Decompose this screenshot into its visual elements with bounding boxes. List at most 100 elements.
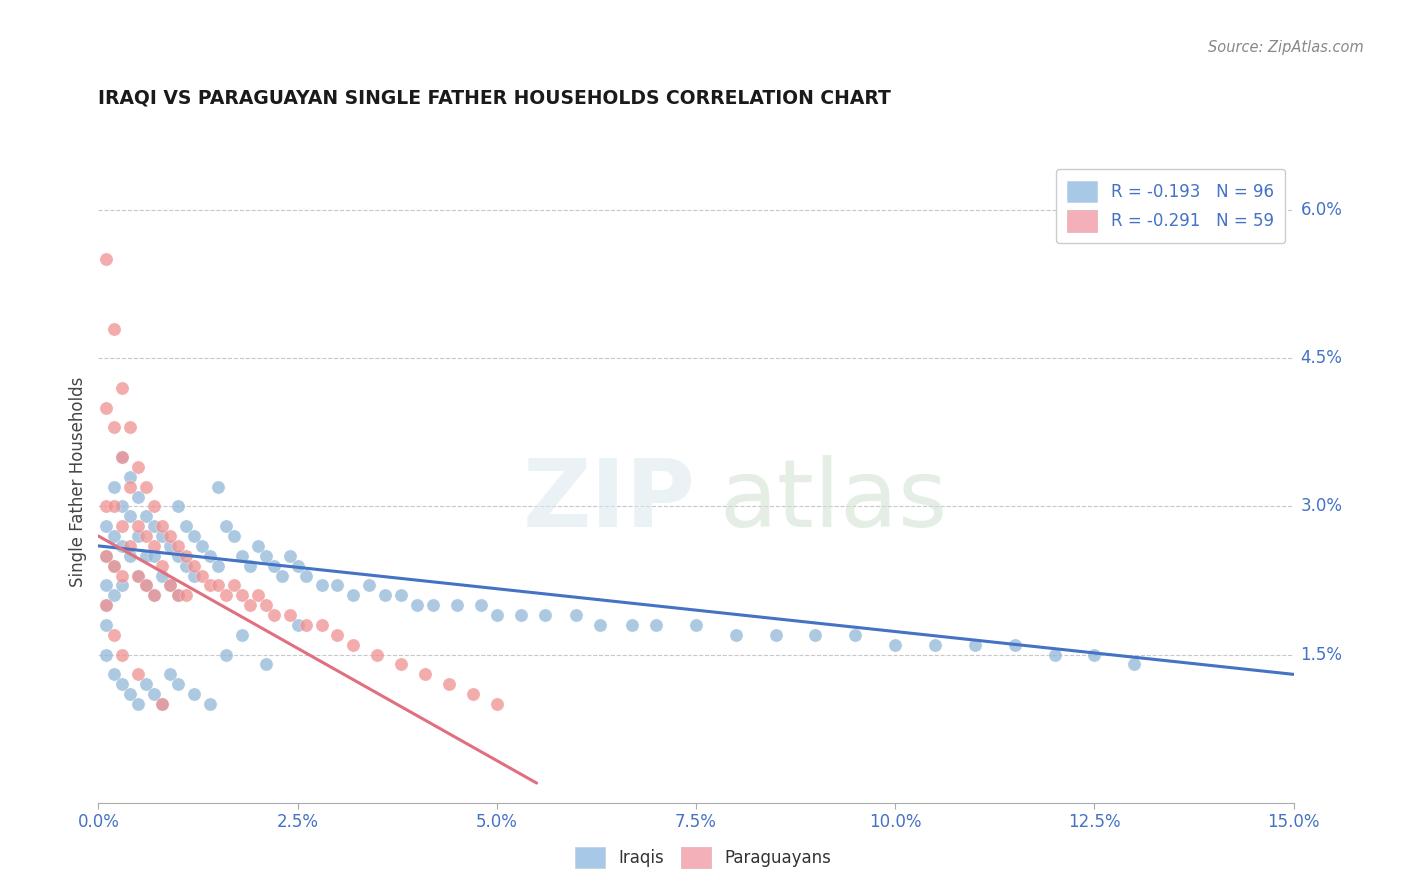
Point bbox=[111, 568, 134, 582]
Point bbox=[159, 529, 181, 543]
Point bbox=[844, 628, 866, 642]
Point bbox=[103, 558, 125, 573]
Point bbox=[120, 420, 142, 434]
Point bbox=[143, 539, 166, 553]
Point bbox=[231, 588, 253, 602]
Point bbox=[159, 578, 181, 592]
Point bbox=[406, 598, 429, 612]
Point bbox=[422, 598, 444, 612]
Point bbox=[120, 539, 142, 553]
Point bbox=[222, 529, 245, 543]
Point bbox=[254, 549, 277, 563]
Point bbox=[127, 490, 149, 504]
Point bbox=[287, 618, 309, 632]
Point bbox=[413, 667, 436, 681]
Point bbox=[103, 588, 125, 602]
Point bbox=[246, 588, 269, 602]
Point bbox=[135, 677, 157, 691]
Point bbox=[111, 500, 134, 514]
Point bbox=[135, 480, 157, 494]
Point bbox=[389, 657, 412, 672]
Point bbox=[96, 598, 118, 612]
Point bbox=[111, 381, 134, 395]
Point bbox=[231, 628, 253, 642]
Point bbox=[111, 539, 134, 553]
Point bbox=[111, 519, 134, 533]
Point bbox=[287, 558, 309, 573]
Point bbox=[159, 667, 181, 681]
Point bbox=[278, 608, 301, 623]
Point bbox=[150, 568, 173, 582]
Point bbox=[127, 529, 149, 543]
Point bbox=[127, 667, 149, 681]
Point bbox=[198, 549, 221, 563]
Point bbox=[222, 578, 245, 592]
Point bbox=[150, 558, 173, 573]
Text: 4.5%: 4.5% bbox=[1301, 349, 1343, 368]
Point bbox=[159, 539, 181, 553]
Point bbox=[111, 648, 134, 662]
Point bbox=[127, 459, 149, 474]
Point bbox=[765, 628, 787, 642]
Point bbox=[127, 697, 149, 711]
Point bbox=[120, 480, 142, 494]
Point bbox=[366, 648, 388, 662]
Point bbox=[111, 450, 134, 464]
Point bbox=[246, 539, 269, 553]
Point bbox=[565, 608, 588, 623]
Point bbox=[804, 628, 827, 642]
Point bbox=[96, 598, 118, 612]
Point bbox=[254, 657, 277, 672]
Point bbox=[509, 608, 531, 623]
Point bbox=[167, 588, 190, 602]
Point bbox=[326, 578, 349, 592]
Point bbox=[207, 558, 229, 573]
Point bbox=[96, 549, 118, 563]
Point bbox=[103, 420, 125, 434]
Point bbox=[294, 618, 316, 632]
Point bbox=[103, 321, 125, 335]
Point bbox=[150, 529, 173, 543]
Point bbox=[96, 401, 118, 415]
Point bbox=[231, 549, 253, 563]
Text: IRAQI VS PARAGUAYAN SINGLE FATHER HOUSEHOLDS CORRELATION CHART: IRAQI VS PARAGUAYAN SINGLE FATHER HOUSEH… bbox=[98, 88, 891, 107]
Point bbox=[1043, 648, 1066, 662]
Point bbox=[103, 558, 125, 573]
Point bbox=[183, 558, 205, 573]
Point bbox=[183, 568, 205, 582]
Point bbox=[374, 588, 396, 602]
Point bbox=[150, 697, 173, 711]
Point bbox=[533, 608, 555, 623]
Point bbox=[135, 509, 157, 524]
Point bbox=[96, 252, 118, 267]
Point bbox=[120, 687, 142, 701]
Point bbox=[239, 598, 262, 612]
Point bbox=[143, 588, 166, 602]
Point bbox=[135, 578, 157, 592]
Point bbox=[884, 638, 907, 652]
Point bbox=[167, 677, 190, 691]
Point bbox=[1083, 648, 1105, 662]
Point bbox=[150, 519, 173, 533]
Point bbox=[485, 697, 508, 711]
Point bbox=[461, 687, 484, 701]
Point bbox=[174, 549, 197, 563]
Point bbox=[198, 697, 221, 711]
Point bbox=[135, 529, 157, 543]
Point bbox=[127, 568, 149, 582]
Point bbox=[120, 549, 142, 563]
Point bbox=[135, 578, 157, 592]
Point bbox=[159, 578, 181, 592]
Point bbox=[207, 578, 229, 592]
Point bbox=[263, 608, 285, 623]
Text: 3.0%: 3.0% bbox=[1301, 498, 1343, 516]
Point bbox=[359, 578, 381, 592]
Point bbox=[150, 697, 173, 711]
Point bbox=[143, 588, 166, 602]
Point bbox=[963, 638, 986, 652]
Point bbox=[111, 450, 134, 464]
Point bbox=[96, 578, 118, 592]
Point bbox=[589, 618, 612, 632]
Point bbox=[174, 588, 197, 602]
Point bbox=[311, 618, 333, 632]
